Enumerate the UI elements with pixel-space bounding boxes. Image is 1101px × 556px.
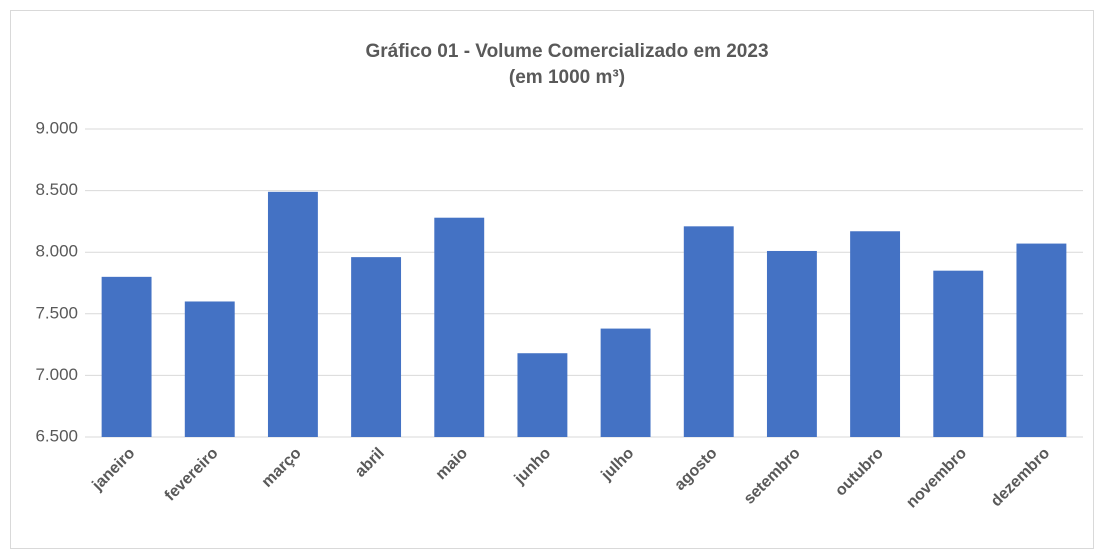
y-tick-label: 7.000 [35, 365, 78, 384]
bar [933, 270, 984, 437]
y-tick-label: 6.500 [35, 426, 78, 445]
bar [351, 257, 402, 437]
y-tick-label: 7.500 [35, 303, 78, 322]
bar [850, 231, 901, 437]
chart-title: Gráfico 01 - Volume Comercializado em 20… [365, 41, 768, 62]
y-tick-label: 9.000 [35, 118, 78, 137]
chart-subtitle: (em 1000 m³) [509, 67, 625, 88]
bar [434, 217, 485, 437]
bar [101, 276, 152, 437]
bar [267, 191, 318, 437]
bar [766, 250, 817, 437]
bar [600, 328, 651, 437]
y-tick-label: 8.500 [35, 180, 78, 199]
bar [517, 353, 568, 437]
bar [1016, 243, 1067, 437]
bar [683, 226, 734, 437]
bar [184, 301, 235, 437]
chart-border [10, 10, 1094, 549]
y-tick-label: 8.000 [35, 242, 78, 261]
